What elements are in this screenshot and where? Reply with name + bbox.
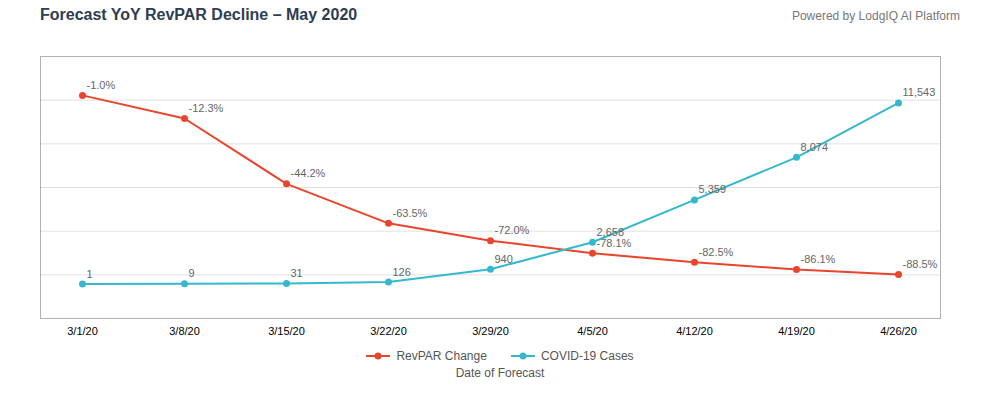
svg-text:-1.0%: -1.0% <box>87 79 116 91</box>
svg-text:31: 31 <box>291 267 303 279</box>
svg-text:4/26/20: 4/26/20 <box>880 325 917 337</box>
svg-text:126: 126 <box>393 266 411 278</box>
svg-text:1: 1 <box>87 267 93 279</box>
svg-text:3/29/20: 3/29/20 <box>472 325 509 337</box>
svg-text:-72.0%: -72.0% <box>495 224 530 236</box>
svg-text:8,074: 8,074 <box>801 141 829 153</box>
html-text:Date of Forecast: Date of Forecast <box>455 366 545 380</box>
svg-text:3/8/20: 3/8/20 <box>169 325 200 337</box>
html-text:Powered by LodgIQ AI Platform: Powered by LodgIQ AI Platform <box>791 9 960 23</box>
svg-text:5,359: 5,359 <box>699 183 727 195</box>
svg-text:-88.5%: -88.5% <box>903 258 938 270</box>
svg-text:3/22/20: 3/22/20 <box>370 325 407 337</box>
svg-text:-44.2%: -44.2% <box>291 167 326 179</box>
svg-text:2,658: 2,658 <box>597 226 625 238</box>
svg-text:-12.3%: -12.3% <box>189 102 224 114</box>
svg-text:4/19/20: 4/19/20 <box>778 325 815 337</box>
svg-text:3/15/20: 3/15/20 <box>268 325 305 337</box>
html-text:RevPAR Change: RevPAR Change <box>396 349 487 363</box>
svg-text:11,543: 11,543 <box>903 86 936 98</box>
svg-text:9: 9 <box>189 267 195 279</box>
html-text:COVID-19 Cases: COVID-19 Cases <box>540 349 634 363</box>
svg-text:-82.5%: -82.5% <box>699 246 734 258</box>
svg-text:940: 940 <box>495 253 513 265</box>
svg-text:4/12/20: 4/12/20 <box>676 325 713 337</box>
html-text:Forecast YoY RevPAR Decline –: Forecast YoY RevPAR Decline – May 2020 <box>40 6 358 23</box>
svg-text:-63.5%: -63.5% <box>393 207 428 219</box>
svg-text:-78.1%: -78.1% <box>596 236 632 249</box>
svg-text:3/1/20: 3/1/20 <box>67 325 98 337</box>
svg-text:4/5/20: 4/5/20 <box>577 325 608 337</box>
svg-text:-86.1%: -86.1% <box>801 253 836 265</box>
